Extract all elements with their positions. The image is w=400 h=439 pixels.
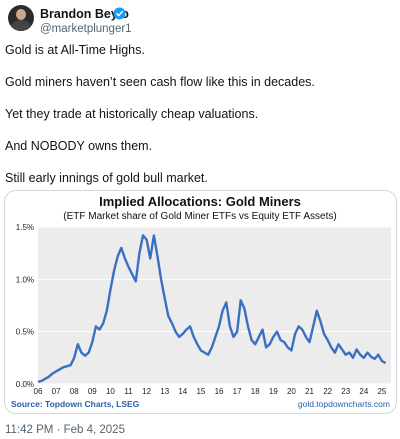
series-line bbox=[37, 234, 387, 384]
x-tick-label: 11 bbox=[124, 387, 133, 396]
tweet-timestamp[interactable]: 11:42 PM · Feb 4, 2025 bbox=[5, 424, 125, 436]
x-tick-label: 21 bbox=[305, 387, 314, 396]
x-tick-label: 09 bbox=[88, 387, 97, 396]
tweet-paragraph: Still early innings of gold bull market. bbox=[5, 171, 208, 185]
y-tick-label: 0.5% bbox=[16, 328, 34, 337]
x-tick-label: 22 bbox=[323, 387, 332, 396]
x-tick-label: 19 bbox=[269, 387, 278, 396]
tweet-paragraph: Yet they trade at historically cheap val… bbox=[5, 107, 259, 121]
chart-source: Source: Topdown Charts, LSEG bbox=[11, 399, 140, 409]
plot-area bbox=[38, 227, 391, 384]
verified-badge-icon bbox=[113, 7, 126, 20]
x-tick-label: 23 bbox=[341, 387, 350, 396]
author-name[interactable]: Brandon Beylo bbox=[40, 7, 129, 21]
x-tick-label: 07 bbox=[52, 387, 61, 396]
author-handle[interactable]: @marketplunger1 bbox=[40, 23, 132, 35]
x-tick-label: 25 bbox=[377, 387, 386, 396]
tweet-paragraph: Gold is at All-Time Highs. bbox=[5, 43, 145, 57]
x-tick-label: 10 bbox=[106, 387, 115, 396]
chart-title: Implied Allocations: Gold Miners bbox=[99, 194, 301, 209]
y-tick-label: 0.0% bbox=[16, 380, 34, 389]
x-tick-label: 12 bbox=[142, 387, 151, 396]
chart-subtitle: (ETF Market share of Gold Miner ETFs vs … bbox=[63, 211, 336, 222]
tweet-paragraph: Gold miners haven’t seen cash flow like … bbox=[5, 75, 315, 89]
x-tick-label: 15 bbox=[196, 387, 205, 396]
x-tick-label: 24 bbox=[359, 387, 368, 396]
y-tick-label: 1.5% bbox=[16, 223, 34, 232]
line-chart: Implied Allocations: Gold Miners (ETF Ma… bbox=[11, 194, 391, 409]
y-tick-label: 1.0% bbox=[16, 275, 34, 284]
x-tick-label: 18 bbox=[251, 387, 260, 396]
tweet-paragraph: And NOBODY owns them. bbox=[5, 139, 153, 153]
x-tick-label: 06 bbox=[34, 387, 43, 396]
x-tick-label: 17 bbox=[233, 387, 242, 396]
x-tick-label: 20 bbox=[287, 387, 296, 396]
x-tick-label: 14 bbox=[178, 387, 187, 396]
x-tick-label: 16 bbox=[215, 387, 224, 396]
x-tick-label: 13 bbox=[160, 387, 169, 396]
chart-watermark: gold.topdowncharts.com bbox=[298, 399, 390, 409]
avatar[interactable] bbox=[8, 5, 34, 31]
tweet-text: Gold is at All-Time Highs. Gold miners h… bbox=[5, 43, 395, 186]
x-tick-label: 08 bbox=[70, 387, 79, 396]
chart-image[interactable]: Implied Allocations: Gold Miners (ETF Ma… bbox=[4, 190, 397, 414]
